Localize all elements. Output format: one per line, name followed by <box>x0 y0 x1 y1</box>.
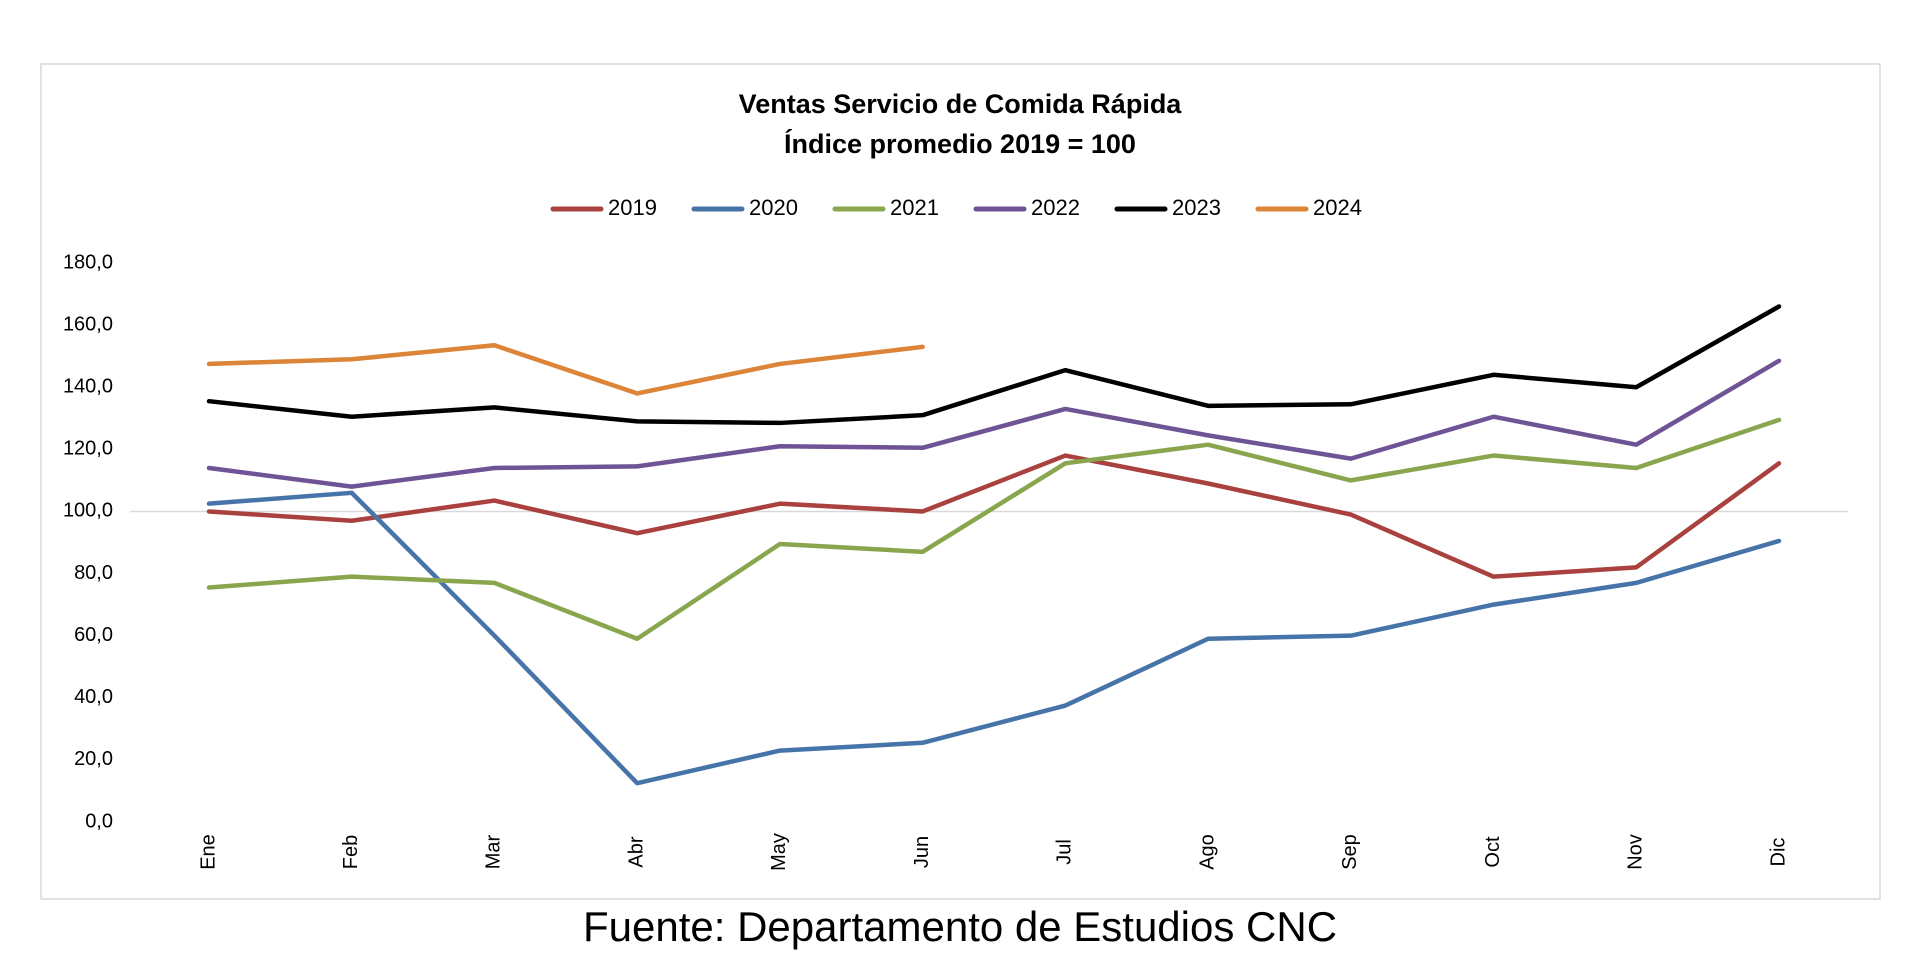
series-line <box>206 343 925 396</box>
legend-label: 2019 <box>608 195 657 220</box>
x-tick-label: Mar <box>483 834 505 869</box>
x-tick-label: Abr <box>625 836 647 867</box>
y-tick-label: 160,0 <box>63 313 113 335</box>
y-tick-label: 120,0 <box>63 438 113 460</box>
y-tick-label: 40,0 <box>74 686 113 708</box>
y-tick-label: 20,0 <box>74 748 113 770</box>
legend-label: 2022 <box>1031 195 1080 220</box>
chart-frame <box>40 63 1881 900</box>
x-tick-label: Oct <box>1482 836 1504 868</box>
series-line <box>206 417 1782 642</box>
legend-label: 2024 <box>1313 195 1362 220</box>
y-tick-label: 140,0 <box>63 376 113 398</box>
y-tick-label: 60,0 <box>74 624 113 646</box>
x-tick-label: Nov <box>1625 834 1647 870</box>
legend-label: 2020 <box>749 195 798 220</box>
x-tick-label: Dic <box>1767 838 1789 867</box>
x-tick-label: Ago <box>1196 834 1218 870</box>
x-tick-label: Jul <box>1054 839 1076 865</box>
chart-title: Ventas Servicio de Comida Rápida <box>739 89 1183 119</box>
series-line <box>206 358 1782 489</box>
y-tick-label: 80,0 <box>74 562 113 584</box>
chart-subtitle: Índice promedio 2019 = 100 <box>784 128 1136 159</box>
y-tick-label: 180,0 <box>63 251 113 273</box>
legend-label: 2021 <box>890 195 939 220</box>
series-line <box>206 453 1782 579</box>
legend-label: 2023 <box>1172 195 1221 220</box>
series-line <box>206 490 1782 786</box>
x-tick-label: May <box>768 833 790 871</box>
x-tick-label: Feb <box>340 835 362 869</box>
source-note: Fuente: Departamento de Estudios CNC <box>583 903 1337 950</box>
y-tick-label: 100,0 <box>63 500 113 522</box>
series-line <box>206 304 1782 426</box>
x-tick-label: Jun <box>911 836 933 868</box>
x-tick-label: Ene <box>197 834 219 870</box>
x-tick-label: Sep <box>1339 834 1361 870</box>
y-tick-label: 0,0 <box>85 810 113 832</box>
